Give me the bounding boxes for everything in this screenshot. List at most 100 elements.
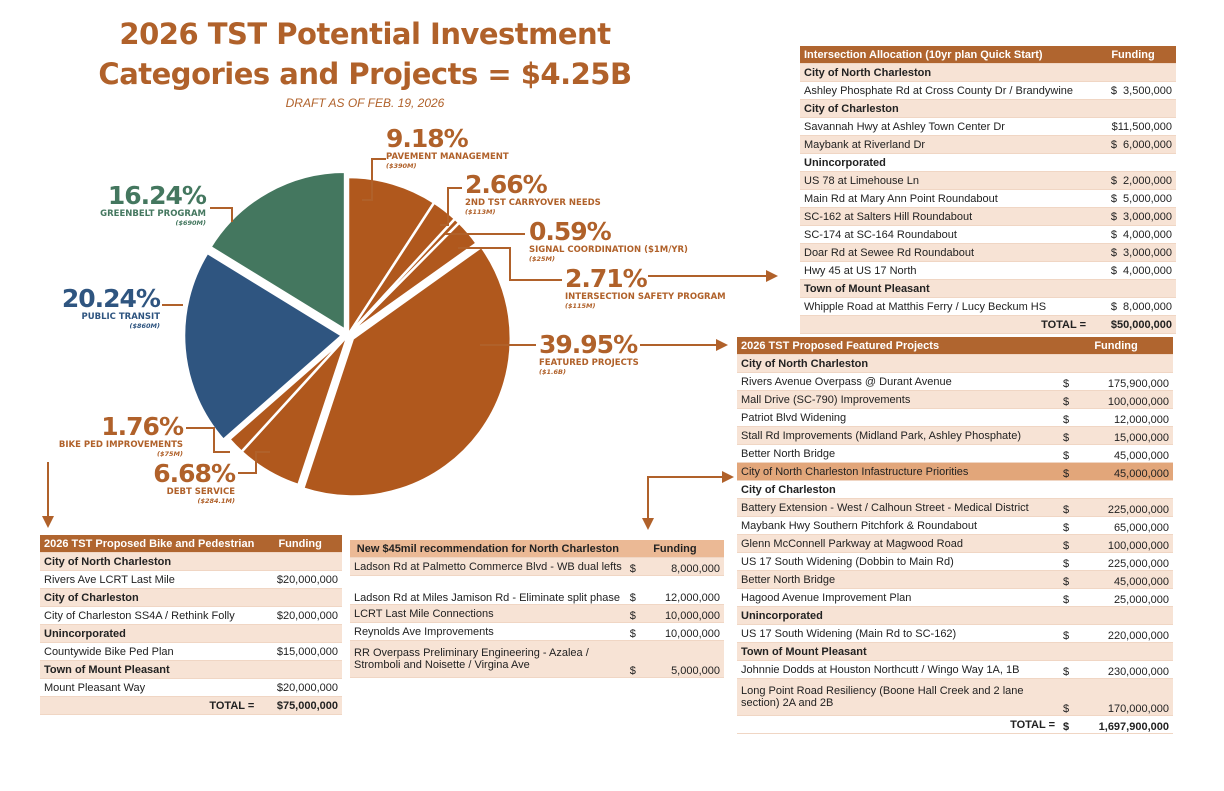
name: INTERSECTION SAFETY PROGRAM <box>565 292 726 302</box>
table-row: Battery Extension - West / Calhoun Stree… <box>737 498 1173 517</box>
total-row: TOTAL = $50,000,000 <box>800 315 1176 334</box>
pct: 6.68% <box>153 459 236 488</box>
row-label: Maybank at Riverland Dr <box>800 135 1090 154</box>
table-row: SC-162 at Salters Hill Roundabout $ 3,000… <box>800 207 1176 226</box>
pct: 2.66% <box>465 170 548 199</box>
amount: ($75M) <box>157 450 183 458</box>
title-line-2: Categories and Projects = $4.25B <box>98 57 632 91</box>
funding-amount <box>1090 63 1176 82</box>
row-label: Hwy 45 at US 17 North <box>800 261 1090 280</box>
connector-greenbelt <box>210 207 233 222</box>
amount: ($390M) <box>386 162 417 170</box>
featured-projects-table: 2026 TST Proposed Featured Projects Fundi… <box>737 337 1173 734</box>
currency-symbol: $ <box>1059 462 1085 481</box>
table-row: Hagood Avenue Improvement Plan $25,000,00… <box>737 588 1173 607</box>
table-header: New $45mil recommendation for North Char… <box>350 540 724 558</box>
amount: ($284.1M) <box>197 497 236 505</box>
arrowhead-icon <box>766 270 778 282</box>
funding-amount <box>1090 153 1176 172</box>
table-row: Whipple Road at Matthis Ferry / Lucy Bec… <box>800 297 1176 316</box>
funding-amount: 220,000,000 <box>1085 624 1173 643</box>
row-label: City of Charleston <box>800 99 1090 118</box>
funding-amount: 1,697,900,000 <box>1085 715 1173 734</box>
row-label: Long Point Road Resiliency (Boone Hall C… <box>737 678 1059 716</box>
row-label: Ladson Rd at Palmetto Commerce Blvd - WB… <box>350 557 626 576</box>
funding-amount <box>1085 354 1173 373</box>
funding-amount <box>1085 606 1173 625</box>
row-label: Glenn McConnell Parkway at Magwood Road <box>737 534 1059 553</box>
currency-symbol: $ <box>1059 534 1085 553</box>
funding-amount: $20,000,000 <box>258 678 342 697</box>
funding-amount: 8,000,000 <box>646 557 724 576</box>
row-label: Doar Rd at Sewee Rd Roundabout <box>800 243 1090 262</box>
row-label: Better North Bridge <box>737 570 1059 589</box>
row-label: Town of Mount Pleasant <box>737 642 1059 661</box>
table-row: Long Point Road Resiliency (Boone Hall C… <box>737 678 1173 716</box>
name: SIGNAL COORDINATION ($1M/YR) <box>529 245 688 255</box>
funding-amount: 15,000,000 <box>1085 426 1173 445</box>
row-label: US 17 South Widening (Main Rd to SC-162) <box>737 624 1059 643</box>
header-title: Intersection Allocation (10yr plan Quick… <box>800 46 1090 64</box>
table-row: Hwy 45 at US 17 North $ 4,000,000 <box>800 261 1176 280</box>
label-bike: 1.76% BIKE PED IMPROVEMENTS ($75M) <box>59 414 184 459</box>
header-title: New $45mil recommendation for North Char… <box>350 540 626 558</box>
currency-symbol <box>1059 642 1085 661</box>
table-row: Rivers Ave LCRT Last Mile $20,000,000 <box>40 570 342 589</box>
row-label: Unincorporated <box>40 624 259 643</box>
row-label: US 17 South Widening (Dobbin to Main Rd) <box>737 552 1059 571</box>
funding-amount: 225,000,000 <box>1085 498 1173 517</box>
currency-symbol: $ <box>625 640 647 678</box>
row-label: Town of Mount Pleasant <box>800 279 1090 298</box>
table-row: Ashley Phosphate Rd at Cross County Dr /… <box>800 81 1176 100</box>
label-pavement: 9.18% PAVEMENT MANAGEMENT ($390M) <box>386 126 509 171</box>
table-row: Stall Rd Improvements (Midland Park, Ash… <box>737 426 1173 445</box>
pie-slice-pavement-management <box>346 175 436 340</box>
funding-amount: $ 8,000,000 <box>1090 297 1176 316</box>
row-label: Savannah Hwy at Ashley Town Center Dr <box>800 117 1090 136</box>
table-row: Doar Rd at Sewee Rd Roundabout $ 3,000,00… <box>800 243 1176 262</box>
row-label: Whipple Road at Matthis Ferry / Lucy Bec… <box>800 297 1090 316</box>
currency-symbol <box>1059 354 1085 373</box>
total-row: TOTAL = $1,697,900,000 <box>737 715 1173 734</box>
pct: 16.24% <box>107 181 207 210</box>
row-label: Main Rd at Mary Ann Point Roundabout <box>800 189 1090 208</box>
group-row: City of Charleston <box>40 588 342 607</box>
group-row: Unincorporated <box>737 606 1173 625</box>
table-row: Patriot Blvd Widening $12,000,000 <box>737 408 1173 427</box>
amount: ($1.6B) <box>539 368 566 376</box>
funding-amount: 5,000,000 <box>646 640 724 678</box>
arrowheads <box>42 270 778 530</box>
currency-symbol <box>1059 606 1085 625</box>
table-row: Countywide Bike Ped Plan $15,000,000 <box>40 642 342 661</box>
funding-amount: 25,000,000 <box>1085 588 1173 607</box>
label-signal: 0.59% SIGNAL COORDINATION ($1M/YR) ($25M… <box>529 219 688 264</box>
amount: ($115M) <box>565 302 596 310</box>
currency-symbol: $ <box>1059 552 1085 571</box>
group-row: City of North Charleston <box>737 354 1173 373</box>
header-funding: Funding <box>258 535 342 553</box>
header-title: 2026 TST Proposed Bike and Pedestrian <box>40 535 259 553</box>
row-label: Town of Mount Pleasant <box>40 660 259 679</box>
label-debt: 6.68% DEBT SERVICE ($284.1M) <box>153 459 236 506</box>
group-row: City of North Charleston <box>40 552 342 571</box>
funding-amount: 10,000,000 <box>646 622 724 641</box>
funding-amount: $ 2,000,000 <box>1090 171 1176 190</box>
funding-amount: 45,000,000 <box>1085 444 1173 463</box>
connector-debt <box>238 451 270 474</box>
funding-amount: $20,000,000 <box>258 570 342 589</box>
row-label: Reynolds Ave Improvements <box>350 622 626 641</box>
group-row: City of Charleston <box>737 480 1173 499</box>
arrowhead-icon <box>42 516 54 528</box>
row-label: City of Charleston <box>40 588 259 607</box>
total-label: TOTAL = <box>800 315 1090 334</box>
currency-symbol: $ <box>1059 570 1085 589</box>
table-row: Glenn McConnell Parkway at Magwood Road $… <box>737 534 1173 553</box>
funding-amount: $ 6,000,000 <box>1090 135 1176 154</box>
amount: ($860M) <box>129 322 160 330</box>
name: PUBLIC TRANSIT <box>81 312 160 322</box>
currency-symbol <box>1059 480 1085 499</box>
table-header: Intersection Allocation (10yr plan Quick… <box>800 46 1176 64</box>
table-row: US 17 South Widening (Dobbin to Main Rd)… <box>737 552 1173 571</box>
row-label: Hagood Avenue Improvement Plan <box>737 588 1059 607</box>
total-row: TOTAL = $75,000,000 <box>40 696 342 715</box>
